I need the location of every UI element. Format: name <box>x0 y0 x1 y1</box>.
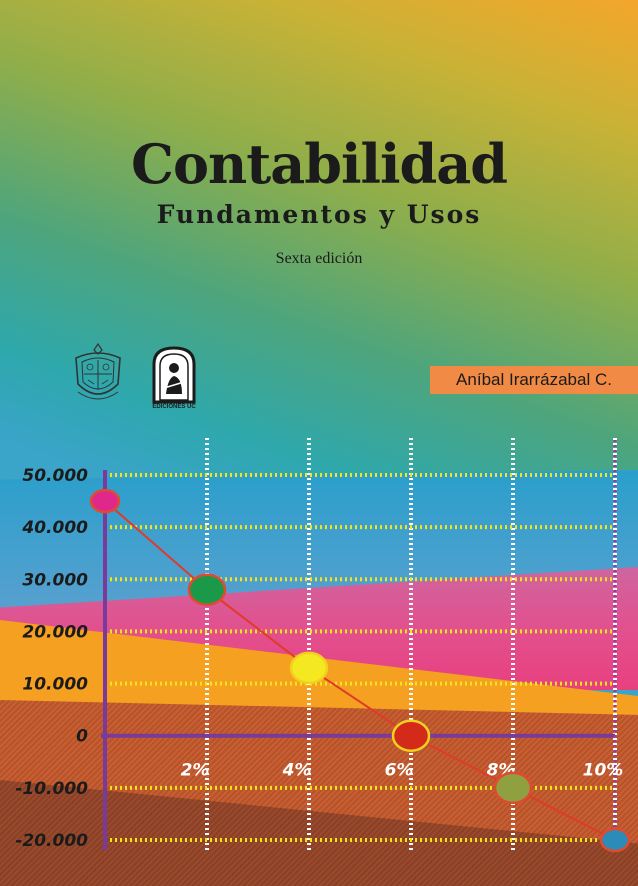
break-even-chart: 50.000 40.000 30.000 20.000 10.000 0 -10.000 -2… <box>15 438 631 853</box>
book-title: Contabilidad <box>131 132 508 196</box>
y-tick-label: 20.000 <box>22 622 88 642</box>
x-tick-label: 4% <box>282 761 312 781</box>
data-point-marker <box>599 827 631 853</box>
x-tick-label: 6% <box>385 761 414 781</box>
series-line <box>104 500 616 841</box>
y-tick-label: 40.000 <box>21 518 88 538</box>
data-point-marker <box>391 719 431 752</box>
publisher-logo-label: EDICIONES UC <box>152 404 196 410</box>
y-tick-label: 30.000 <box>22 570 88 590</box>
y-tick-label: 10.000 <box>22 675 88 695</box>
x-tick-label: 10% <box>583 761 624 781</box>
book-subtitle: Fundamentos y Usos <box>156 200 482 229</box>
x-tick-label: 2% <box>181 761 210 781</box>
university-seal-icon <box>75 342 121 400</box>
data-point-marker <box>187 573 227 606</box>
edition-label: Sexta edición <box>275 250 363 267</box>
author-name: Aníbal Irarrázabal C. <box>430 366 638 394</box>
y-tick-label: 50.000 <box>22 466 88 486</box>
ediciones-uc-logo-icon <box>152 346 196 404</box>
y-tick-label: 0 <box>76 727 88 747</box>
y-tick-label: -20.000 <box>15 831 88 851</box>
data-point-marker <box>89 488 121 514</box>
y-tick-label: -10.000 <box>15 779 88 799</box>
data-point-marker <box>493 771 533 805</box>
data-point-marker <box>289 651 329 685</box>
